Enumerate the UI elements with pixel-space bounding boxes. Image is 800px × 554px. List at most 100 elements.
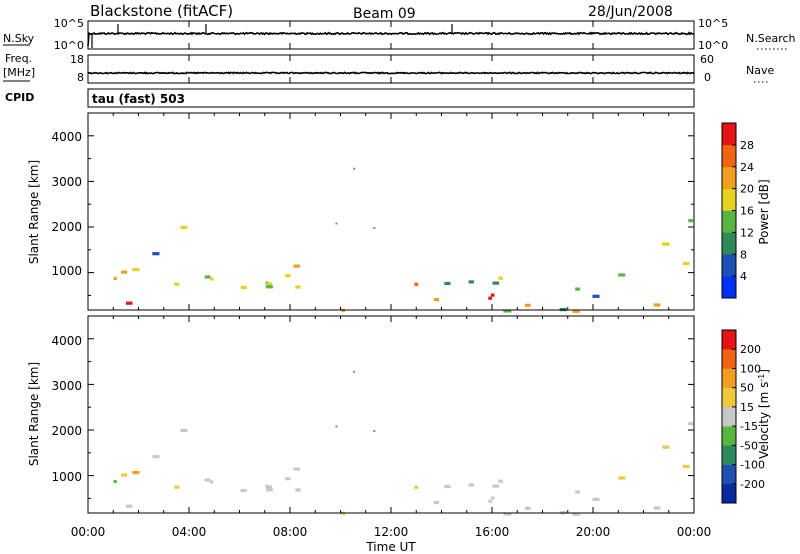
power-cell	[335, 222, 338, 225]
beam-title: Beam 09	[353, 6, 416, 22]
colorbar-tick-label: 15	[740, 401, 754, 414]
velocity-cell	[683, 464, 690, 469]
colorbar-segment	[722, 426, 736, 446]
velocity-y-tick-2000: 2000	[51, 424, 82, 438]
x-tick-label: 04:00	[172, 525, 207, 539]
velocity-y-tick-3000: 3000	[51, 379, 82, 393]
velocity-cell	[663, 445, 670, 449]
velocity-cell	[335, 425, 338, 428]
x-tick-label: 20:00	[576, 525, 611, 539]
nsky-tick-bottom: 10^0	[54, 39, 84, 52]
power-cell	[174, 282, 180, 286]
velocity-cell	[240, 488, 247, 493]
power-cell	[498, 276, 503, 280]
station-title: Blackstone (fitACF)	[90, 2, 233, 20]
power-cell	[683, 261, 690, 266]
velocity-cell	[152, 455, 160, 459]
power-cell	[125, 301, 133, 305]
power-cell	[572, 309, 580, 313]
power-cell	[121, 270, 128, 274]
colorbar-segment	[722, 188, 736, 211]
power-cell	[575, 287, 581, 291]
velocity-cell	[285, 477, 291, 481]
colorbar-tick-label: 20	[740, 183, 754, 196]
velocity-y-axis-label: Slant Range [km]	[27, 362, 41, 466]
velocity-cell	[492, 484, 499, 488]
velocity-cell	[266, 488, 273, 492]
power-cell	[525, 303, 531, 307]
colorbar-tick-label: 4	[740, 270, 747, 283]
velocity-heatmap	[113, 370, 694, 516]
velocity-y-tick-1000: 1000	[51, 470, 82, 484]
power-cell	[488, 296, 493, 300]
velocity-cell	[125, 504, 133, 508]
velocity-cell	[490, 496, 495, 500]
colorbar-segment	[722, 210, 736, 233]
freq-label: Freq.	[5, 52, 32, 65]
velocity-cell	[592, 497, 600, 501]
colorbar-segment	[722, 144, 736, 168]
power-cell	[240, 285, 247, 290]
x-tick-label: 00:00	[677, 525, 712, 539]
colorbar-tick-label: 8	[740, 248, 747, 261]
nave-label: Nave	[746, 64, 774, 77]
colorbar-tick-label: 12	[740, 226, 754, 239]
power-cell	[618, 273, 626, 277]
power-y-axis: 4000 3000 2000 1000	[51, 112, 694, 296]
power-cell	[295, 285, 301, 289]
colorbar-tick-label: 100	[740, 362, 761, 375]
power-y-tick-1000: 1000	[51, 264, 82, 278]
power-cell	[688, 219, 694, 223]
power-cell	[353, 167, 356, 170]
power-y-tick-2000: 2000	[51, 220, 82, 234]
cpid-value: tau (fast) 503	[92, 92, 185, 106]
power-cell	[468, 280, 474, 284]
nave-tick-top: 60	[700, 53, 714, 66]
velocity-cell	[353, 370, 356, 373]
cpid-label: CPID	[5, 91, 34, 104]
velocity-cell	[688, 422, 694, 426]
power-heatmap	[113, 167, 694, 313]
velocity-cell	[121, 473, 128, 477]
colorbar-segment	[722, 166, 736, 189]
power-cell	[373, 227, 376, 230]
power-cell	[132, 268, 140, 272]
nave-tick-bottom: 0	[704, 71, 711, 84]
x-tick-label: 00:00	[71, 525, 106, 539]
velocity-cell	[266, 485, 272, 489]
power-y-tick-4000: 4000	[51, 130, 82, 144]
velocity-cell	[414, 485, 419, 489]
power-panel-frame	[87, 112, 695, 311]
power-cell	[592, 294, 600, 298]
power-cell	[209, 277, 214, 281]
velocity-cell	[209, 480, 214, 484]
nsearch-tick-bottom: 10^0	[698, 39, 728, 52]
power-cell	[503, 309, 512, 313]
velocity-panel-frame	[87, 315, 695, 514]
velocity-colorbar: 200 100 50 15 -15 -50 -100 -200	[721, 329, 765, 504]
x-tick-label: 16:00	[475, 525, 510, 539]
colorbar-segment	[722, 349, 736, 369]
power-cell	[293, 264, 300, 268]
time-x-axis: 00:00 04:00 08:00 12:00 16:00 20:00 00:00	[71, 21, 712, 539]
velocity-cell	[293, 467, 300, 471]
power-cell	[285, 274, 291, 278]
velocity-y-axis: 4000 3000 2000 1000	[51, 315, 694, 499]
colorbar-segment	[722, 254, 736, 277]
velocity-colorbar-label-end: ]	[757, 369, 771, 374]
nsky-trace	[87, 31, 695, 47]
power-cell	[152, 252, 160, 256]
velocity-cell	[653, 506, 661, 510]
freq-trace	[87, 71, 695, 75]
velocity-cell	[180, 428, 188, 432]
velocity-cell	[498, 479, 503, 483]
power-y-tick-3000: 3000	[51, 175, 82, 189]
power-cell	[414, 282, 419, 286]
power-cell	[444, 281, 451, 286]
colorbar-segment	[722, 445, 736, 465]
power-cell	[204, 275, 211, 279]
power-cell	[490, 293, 495, 297]
colorbar-segment	[722, 464, 736, 485]
colorbar-segment	[722, 123, 736, 146]
